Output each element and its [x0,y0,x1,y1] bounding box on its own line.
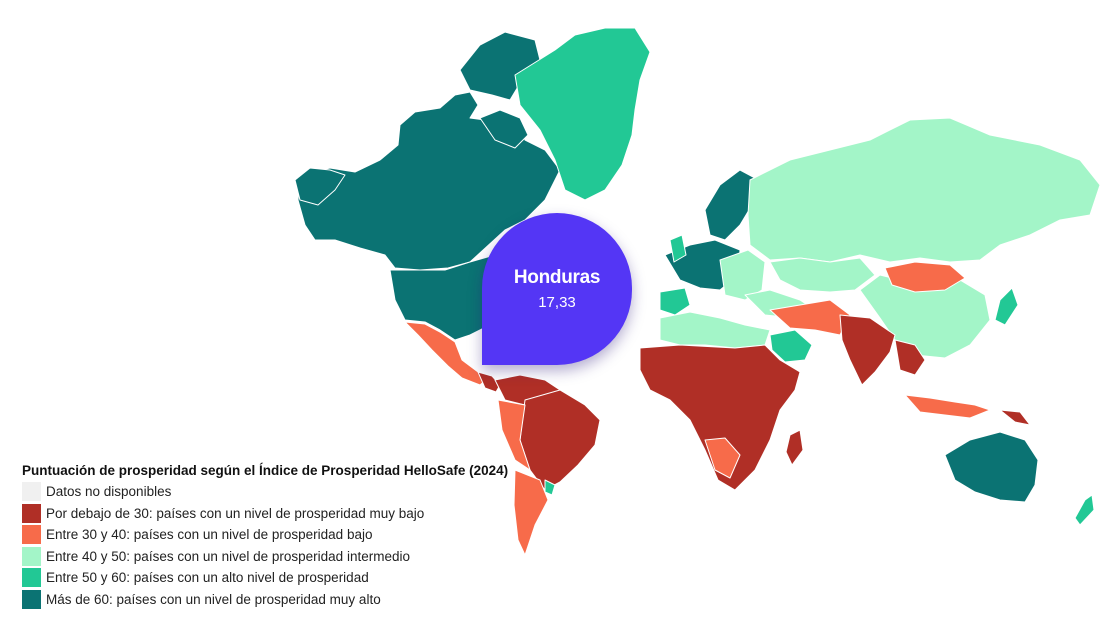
indonesia[interactable] [904,394,991,419]
kazakhstan-region[interactable] [769,257,876,293]
north-africa[interactable] [659,311,771,349]
legend-title: Puntuación de prosperidad según el Índic… [22,463,509,478]
legend-swatch [22,525,41,545]
australia[interactable] [944,431,1039,503]
tooltip-score-value: 17,33 [538,294,576,311]
tooltip-country-name: Honduras [513,267,601,288]
india[interactable] [839,314,896,386]
new-zealand[interactable] [1074,494,1095,526]
legend-label: Datos no disponibles [46,484,172,500]
mongolia[interactable] [884,261,966,293]
alaska[interactable] [294,167,346,206]
legend-label: Entre 30 y 40: países con un nivel de pr… [46,527,373,543]
legend-item-very-low[interactable]: Por debajo de 30: países con un nivel de… [22,503,508,525]
country-tooltip: Honduras 17,33 [482,213,632,365]
central-europe[interactable] [719,249,766,301]
argentina[interactable] [513,469,549,556]
southeast-asia[interactable] [894,339,926,376]
saudi-arabia[interactable] [769,329,813,363]
legend-item-no-data[interactable]: Datos no disponibles [22,481,508,503]
legend-swatch [22,546,41,566]
brazil[interactable] [519,389,601,491]
legend-label: Entre 40 y 50: países con un nivel de pr… [46,548,410,564]
madagascar[interactable] [785,429,804,466]
scandinavia[interactable] [704,169,756,241]
legend-label: Por debajo de 30: países con un nivel de… [46,505,425,521]
peru-andes[interactable] [497,399,531,471]
greenland[interactable] [514,27,651,201]
legend-item-intermediate[interactable]: Entre 40 y 50: países con un nivel de pr… [22,546,508,568]
legend-swatch [22,503,41,523]
legend-item-high[interactable]: Entre 50 y 60: países con un alto nivel … [22,567,508,589]
southern-africa[interactable] [704,437,741,479]
legend-swatch [22,482,41,502]
russia[interactable] [747,117,1101,263]
chile-uruguay[interactable] [544,479,556,496]
baffin-island[interactable] [479,109,529,149]
japan[interactable] [994,287,1019,326]
sub-saharan-africa[interactable] [639,344,801,491]
legend-swatch [22,568,41,588]
legend-item-very-high[interactable]: Más de 60: países con un nivel de prospe… [22,589,508,611]
map-legend: Puntuación de prosperidad según el Índic… [22,463,508,610]
iberia[interactable] [659,287,691,316]
legend-label: Más de 60: países con un nivel de prospe… [46,591,381,607]
central-america[interactable] [477,371,501,393]
british-isles[interactable] [669,234,687,263]
papua-new-guinea[interactable] [999,409,1031,426]
legend-item-low[interactable]: Entre 30 y 40: países con un nivel de pr… [22,524,508,546]
legend-label: Entre 50 y 60: países con un alto nivel … [46,570,369,586]
legend-swatch [22,589,41,609]
